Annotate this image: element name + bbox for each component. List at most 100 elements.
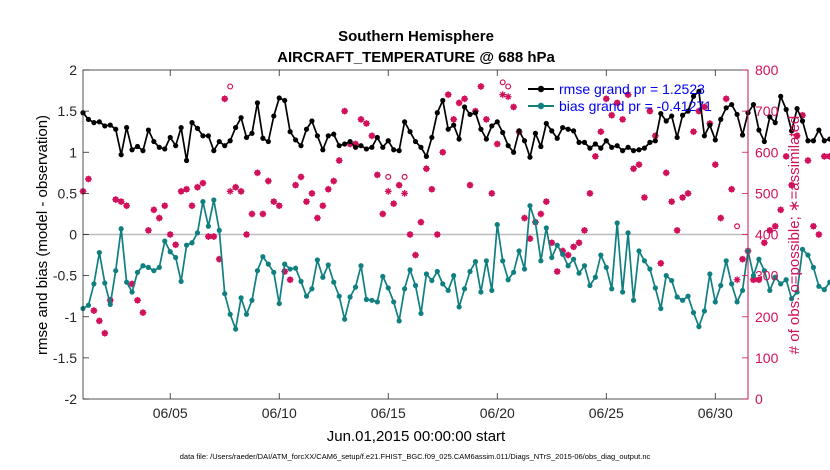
bias-point — [440, 281, 446, 287]
bias-point — [707, 271, 713, 277]
bias-point — [750, 273, 757, 279]
assimilated-obs-marker — [630, 165, 637, 173]
bias-point — [511, 269, 517, 275]
rmse-point — [658, 110, 664, 117]
bias-point — [718, 282, 724, 289]
rmse-point — [107, 122, 113, 128]
rmse-point — [407, 129, 413, 135]
bias-point — [581, 263, 588, 269]
bias-point — [620, 289, 626, 295]
rmse-point — [342, 141, 348, 147]
assimilated-obs-marker — [504, 93, 512, 101]
rmse-point — [129, 147, 135, 153]
bias-point — [827, 279, 830, 285]
y-tick-label: -1 — [65, 309, 78, 325]
bias-point — [151, 268, 157, 274]
bias-point — [189, 240, 195, 246]
bias-point — [412, 282, 419, 289]
x-tick-label: 06/20 — [480, 405, 515, 421]
rmse-point — [516, 128, 522, 134]
bias-point — [494, 222, 500, 228]
bias-point — [434, 268, 440, 275]
assimilated-obs-marker — [379, 210, 387, 218]
rmse-point — [778, 93, 784, 99]
bias-point — [96, 249, 102, 256]
rmse-point — [750, 101, 757, 108]
assimilated-obs-marker — [733, 276, 741, 284]
legend-rmse-label: rmse grand pr = 1.2523 — [559, 81, 705, 97]
rmse-point — [696, 88, 702, 94]
bias-point — [778, 281, 784, 287]
assimilated-obs-marker — [204, 233, 212, 240]
assimilated-obs-marker — [581, 226, 588, 234]
assimilated-obs-marker — [123, 202, 131, 210]
rmse-point — [810, 138, 817, 144]
bias-point — [701, 308, 707, 314]
assimilated-obs-marker — [215, 255, 223, 263]
assimilated-obs-marker — [728, 185, 736, 193]
assimilated-obs-marker — [488, 189, 496, 197]
x-tick-label: 06/10 — [262, 405, 297, 421]
bias-point — [696, 324, 702, 330]
y-tick-label: 1 — [69, 144, 77, 160]
assimilated-obs-marker — [482, 115, 490, 123]
assimilated-obs-marker — [395, 181, 403, 189]
y-tick-label: -2 — [65, 391, 78, 407]
bias-point — [134, 269, 141, 275]
assimilated-obs-marker — [700, 103, 708, 111]
possible-obs-marker — [734, 223, 741, 230]
assimilated-obs-marker — [499, 91, 507, 99]
rmse-point — [467, 111, 473, 118]
assimilated-obs-marker — [319, 202, 327, 210]
rmse-point — [396, 148, 402, 154]
rmse-point — [85, 116, 92, 122]
assimilated-obs-marker — [755, 276, 763, 284]
possible-obs-marker — [499, 79, 506, 86]
footnote: data file: /Users/raeder/DAI/ATM_forcXX/… — [180, 452, 651, 461]
assimilated-obs-marker — [139, 309, 147, 317]
assimilated-obs-marker — [760, 239, 768, 247]
assimilated-obs-marker — [799, 111, 806, 119]
bias-point — [625, 230, 631, 236]
bias-point — [543, 225, 549, 231]
assimilated-obs-marker — [275, 202, 283, 210]
x-tick-label: 06/15 — [371, 405, 406, 421]
assimilated-obs-marker — [150, 206, 158, 214]
rmse-point — [701, 133, 707, 139]
bias-point — [614, 220, 620, 226]
assimilated-obs-marker — [444, 91, 452, 99]
assimilated-obs-marker — [401, 189, 408, 197]
rmse-point — [679, 112, 686, 118]
bias-point — [91, 281, 97, 287]
bias-point — [145, 264, 152, 270]
assimilated-obs-marker — [717, 214, 725, 222]
assimilated-obs-marker — [428, 185, 436, 193]
bias-point — [658, 305, 664, 312]
bias-point — [423, 271, 430, 277]
y-tick-label: -0.5 — [53, 268, 77, 284]
rmse-point — [429, 134, 435, 141]
assimilated-obs-marker — [237, 187, 245, 195]
rmse-point — [527, 154, 533, 160]
bias-point — [391, 299, 397, 305]
bias-point — [467, 268, 473, 275]
bias-point — [500, 258, 506, 264]
rmse-point — [461, 104, 468, 110]
bias-point — [679, 297, 686, 303]
rmse-point — [560, 124, 566, 131]
assimilated-obs-marker — [390, 200, 398, 208]
rmse-point — [723, 105, 729, 111]
assimilated-obs-marker — [750, 276, 757, 284]
assimilated-obs-marker — [95, 317, 103, 325]
rmse-point — [549, 128, 555, 134]
x-axis-label: Jun.01,2015 00:00:00 start — [327, 428, 506, 445]
rmse-point — [156, 144, 162, 150]
assimilated-obs-marker — [602, 95, 610, 103]
bias-point — [260, 254, 266, 260]
assimilated-obs-marker — [641, 194, 648, 201]
bias-point — [265, 261, 271, 267]
assimilated-obs-marker — [564, 251, 572, 259]
rmse-point — [456, 136, 462, 142]
